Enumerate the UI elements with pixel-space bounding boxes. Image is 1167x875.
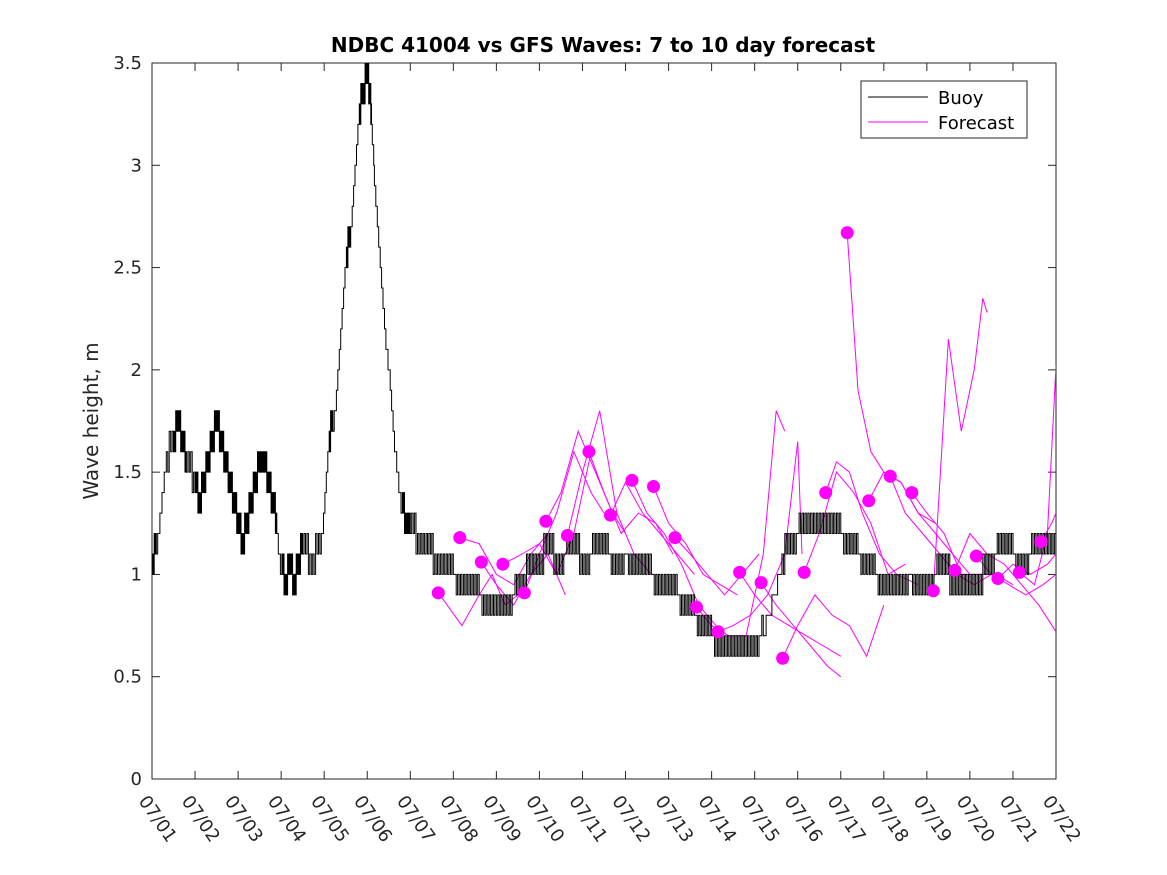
forecast-start-marker (496, 557, 510, 571)
buoy-line (152, 63, 1056, 657)
forecast-start-marker (776, 651, 790, 665)
forecast-start-marker (905, 486, 919, 500)
forecast-start-marker (948, 563, 962, 577)
forecast-line (502, 451, 592, 576)
forecast-line (459, 533, 549, 586)
x-tick-label: 07/14 (694, 792, 741, 847)
x-tick-label: 07/12 (607, 792, 654, 847)
forecast-start-marker (517, 586, 531, 600)
x-tick-label: 07/04 (263, 792, 310, 847)
forecast-start-markers (431, 226, 1048, 665)
x-tick-label: 07/09 (478, 792, 525, 847)
forecast-line (610, 481, 695, 575)
x-tick-label: 07/05 (306, 792, 353, 847)
forecast-start-marker (969, 549, 983, 563)
forecast-start-marker (453, 531, 467, 545)
y-tick-label: 1 (131, 564, 142, 585)
y-axis-label: Wave height, m (79, 342, 103, 499)
forecast-start-marker (991, 572, 1005, 586)
forecast-start-marker (1034, 535, 1048, 549)
forecast-start-marker (647, 479, 661, 493)
forecast-start-marker (690, 600, 704, 614)
y-tick-label: 3 (131, 155, 142, 176)
y-tick-label: 3.5 (113, 53, 142, 74)
forecast-start-marker (926, 584, 940, 598)
y-tick-label: 2 (131, 360, 142, 381)
forecast-start-marker (582, 445, 596, 459)
legend-buoy-label: Buoy (938, 88, 984, 109)
x-tick-label: 07/01 (134, 792, 181, 847)
y-tick-label: 1.5 (113, 462, 142, 483)
forecast-start-marker (840, 226, 854, 240)
forecast-start-marker (668, 531, 682, 545)
x-tick-label: 07/20 (952, 792, 999, 847)
forecast-start-marker (862, 494, 876, 508)
x-tick-label: 07/19 (909, 792, 956, 847)
forecast-start-marker (883, 469, 897, 483)
forecast-start-marker (711, 625, 725, 639)
forecast-line (782, 594, 885, 659)
x-tick-label: 07/10 (521, 792, 568, 847)
forecast-start-marker (819, 486, 833, 500)
forecast-start-marker (560, 529, 574, 543)
forecast-start-marker (797, 565, 811, 579)
legend: Buoy Forecast (860, 80, 1028, 139)
x-tick-label: 07/02 (177, 792, 224, 847)
forecast-start-marker (733, 565, 747, 579)
x-tick-label: 07/07 (392, 792, 439, 847)
x-tick-label: 07/21 (995, 792, 1042, 847)
x-tick-label: 07/18 (866, 792, 913, 847)
y-tick-label: 0 (131, 769, 142, 790)
x-tick-label: 07/15 (737, 792, 784, 847)
forecast-line (717, 441, 803, 633)
x-tick-label: 07/03 (220, 792, 267, 847)
forecast-line (437, 573, 519, 627)
buoy-series-group (152, 63, 1056, 657)
forecast-line (954, 532, 1056, 632)
x-tick-label: 07/16 (780, 792, 827, 847)
forecast-line (932, 298, 988, 591)
legend-forecast-label: Forecast (938, 113, 1014, 134)
plot-area (151, 62, 1057, 780)
forecast-line (760, 582, 842, 678)
forecast-start-marker (603, 508, 617, 522)
x-tick-label: 07/17 (823, 792, 870, 847)
forecast-start-marker (754, 576, 768, 590)
forecast-line (997, 553, 1056, 579)
x-tick-label: 07/06 (349, 792, 396, 847)
forecast-start-marker (539, 514, 553, 528)
x-tick-label: 07/11 (564, 792, 611, 847)
y-axis-ticks: 0 0.5 1 1.5 2 2.5 3 3.5 (113, 53, 1056, 790)
legend-box (860, 80, 1028, 139)
x-tick-label: 07/13 (650, 792, 697, 847)
chart-title: NDBC 41004 vs GFS Waves: 7 to 10 day for… (331, 33, 876, 57)
forecast-line (739, 572, 842, 657)
x-tick-label: 07/22 (1038, 792, 1085, 847)
forecast-start-marker (1012, 565, 1026, 579)
forecast-line (588, 451, 674, 555)
forecast-start-marker (431, 586, 445, 600)
forecast-line (1019, 365, 1056, 586)
x-tick-label: 07/08 (435, 792, 482, 847)
y-tick-label: 2.5 (113, 258, 142, 279)
forecast-start-marker (625, 473, 639, 487)
forecast-start-marker (474, 555, 488, 569)
y-tick-label: 0.5 (113, 667, 142, 688)
